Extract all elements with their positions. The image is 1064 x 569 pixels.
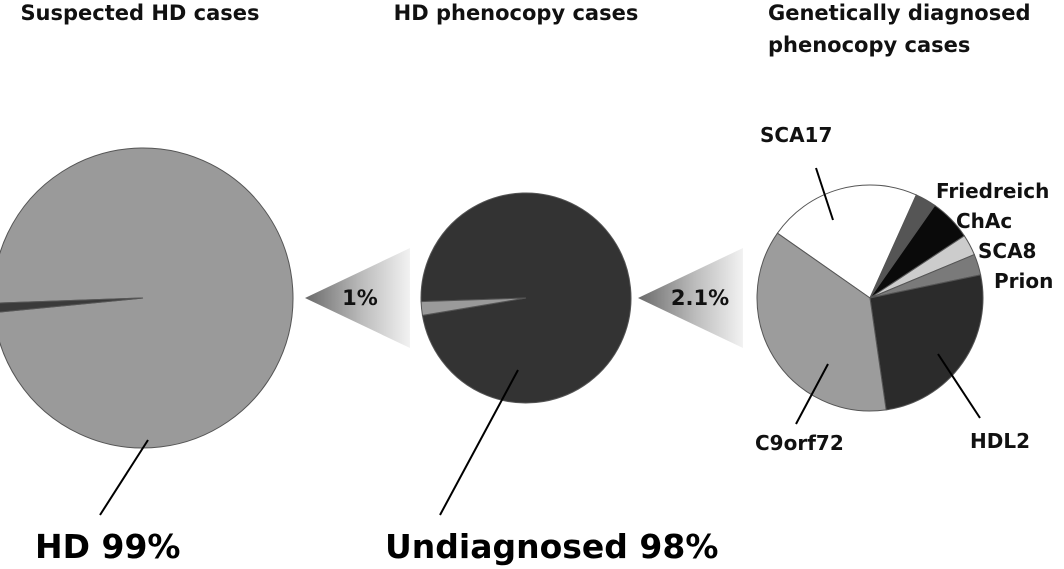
slice-label-friedreich: Friedreich: [936, 179, 1049, 203]
pie-1-slice-1: [420, 297, 527, 317]
slice-label-sca8: SCA8: [978, 239, 1036, 263]
slice-label-c9orf72: C9orf72: [755, 431, 844, 455]
slice-label-prion: Prion: [994, 269, 1053, 293]
slice-label-hdl2: HDL2: [970, 429, 1030, 453]
leader-hd: [99, 439, 149, 516]
slice-label-chac: ChAc: [956, 209, 1012, 233]
pie-suspected-hd: [0, 147, 294, 449]
leader-undiagnosed: [439, 369, 519, 516]
callout-hd: HD 99%: [35, 527, 181, 566]
chart3-title-line2: phenocopy cases: [768, 33, 970, 57]
slice-label-sca17: SCA17: [760, 123, 832, 147]
pie-2-slice-6: [869, 274, 984, 411]
chart2-title: HD phenocopy cases: [394, 1, 639, 25]
pie-hd-phenocopy: [420, 192, 632, 404]
chart3-title-line1: Genetically diagnosed: [768, 1, 1031, 25]
pie-2-slice-0: [776, 184, 917, 299]
leader-sca17: [815, 167, 834, 221]
pie-0-slice-0: [0, 147, 294, 449]
leader-hdl2: [937, 353, 981, 419]
callout-undiagnosed: Undiagnosed 98%: [385, 527, 718, 566]
breakout-label-1: 1%: [342, 286, 378, 310]
breakout-label-2: 2.1%: [671, 286, 729, 310]
breakout-wedge-1: [305, 248, 410, 348]
pie-0-slice-1: [0, 297, 144, 313]
breakout-wedge-2: [638, 248, 743, 348]
leader-c9orf72: [795, 363, 829, 425]
pie-genetic-diagnosed: [756, 184, 984, 412]
chart1-title: Suspected HD cases: [20, 1, 259, 25]
pie-2-slice-7: [756, 232, 887, 412]
